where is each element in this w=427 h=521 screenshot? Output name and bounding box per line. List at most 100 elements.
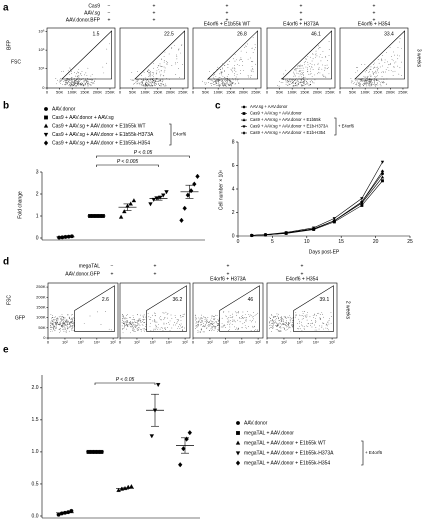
event-dot (148, 73, 150, 75)
event-dot (216, 82, 217, 84)
event-dot (208, 325, 210, 327)
event-dot (67, 328, 69, 330)
event-dot (197, 324, 199, 325)
legend-marker (235, 451, 241, 456)
event-dot (238, 311, 239, 312)
event-dot (394, 70, 396, 72)
event-dot (52, 316, 54, 318)
event-dot (359, 84, 360, 85)
event-dot (220, 72, 222, 74)
event-dot (364, 71, 366, 73)
event-dot (77, 74, 79, 76)
event-dot (312, 322, 313, 324)
event-dot (201, 317, 203, 319)
event-dot (377, 84, 379, 86)
event-dot (142, 321, 143, 322)
event-dot (364, 83, 366, 85)
event-dot (323, 322, 324, 324)
event-dot (392, 75, 394, 76)
event-dot (171, 47, 173, 49)
event-dot (226, 76, 228, 78)
event-dot (160, 70, 162, 72)
x-tick-label: 100K (141, 90, 151, 95)
condition-mark: + (301, 263, 304, 269)
event-dot (252, 52, 254, 53)
event-dot (211, 83, 213, 84)
event-dot (80, 79, 81, 81)
event-dot (270, 320, 272, 321)
event-dot (206, 327, 208, 329)
event-dot (155, 83, 157, 84)
event-dot (252, 36, 254, 38)
x-tick-label: 200K (239, 90, 249, 95)
event-dot (223, 84, 225, 85)
event-dot (147, 80, 149, 82)
event-dot (302, 70, 304, 71)
event-dot (123, 315, 124, 317)
event-dot (131, 80, 133, 81)
event-dot (359, 82, 360, 84)
event-dot (286, 321, 287, 323)
event-dot (279, 322, 281, 324)
event-dot (229, 314, 231, 316)
event-dot (295, 83, 296, 84)
event-dot (236, 64, 238, 65)
event-dot (159, 71, 160, 73)
event-dot (280, 81, 282, 83)
event-dot (374, 76, 376, 77)
event-dot (78, 82, 79, 84)
event-dot (166, 61, 167, 62)
event-dot (221, 81, 223, 82)
event-dot (274, 322, 276, 324)
event-dot (216, 83, 218, 84)
event-dot (61, 320, 62, 321)
event-dot (275, 329, 277, 330)
event-dot (219, 80, 221, 81)
event-dot (150, 330, 152, 332)
event-dot (174, 62, 176, 63)
event-dot (150, 317, 152, 318)
event-dot (78, 81, 80, 83)
x-tick-label: 0 (47, 340, 50, 345)
event-dot (277, 324, 278, 325)
event-dot (126, 320, 128, 321)
x-tick-label: 20 (373, 239, 379, 245)
event-dot (163, 61, 165, 63)
event-dot (64, 324, 66, 325)
event-dot (197, 331, 199, 333)
event-dot (222, 324, 224, 326)
event-dot (55, 322, 57, 323)
event-dot (133, 319, 134, 321)
event-dot (278, 320, 280, 322)
legend-group-label: + E4orf6 (338, 124, 355, 129)
condition-label: megaTAL (79, 263, 101, 269)
event-dot (299, 65, 300, 67)
event-dot (211, 326, 213, 327)
event-dot (202, 80, 203, 82)
event-dot (288, 326, 290, 328)
event-dot (392, 71, 394, 73)
data-point (284, 231, 288, 235)
gate (207, 30, 258, 80)
legend-group-label: E4orf6 (173, 132, 187, 137)
event-dot (59, 324, 61, 325)
event-dot (226, 316, 227, 317)
event-dot (309, 316, 311, 318)
x-tick-label: 250K (105, 90, 115, 95)
event-dot (288, 327, 289, 329)
event-dot (218, 83, 220, 85)
event-dot (65, 320, 67, 322)
event-dot (130, 323, 132, 325)
event-dot (54, 330, 56, 331)
event-dot (232, 316, 233, 318)
event-dot (134, 320, 136, 322)
event-dot (307, 56, 309, 57)
event-dot (231, 70, 233, 71)
event-dot (197, 321, 199, 323)
event-dot (72, 317, 74, 318)
event-dot (224, 65, 225, 66)
event-dot (177, 320, 179, 322)
event-dot (124, 321, 125, 323)
event-dot (130, 325, 132, 327)
legend-marker (242, 112, 246, 115)
